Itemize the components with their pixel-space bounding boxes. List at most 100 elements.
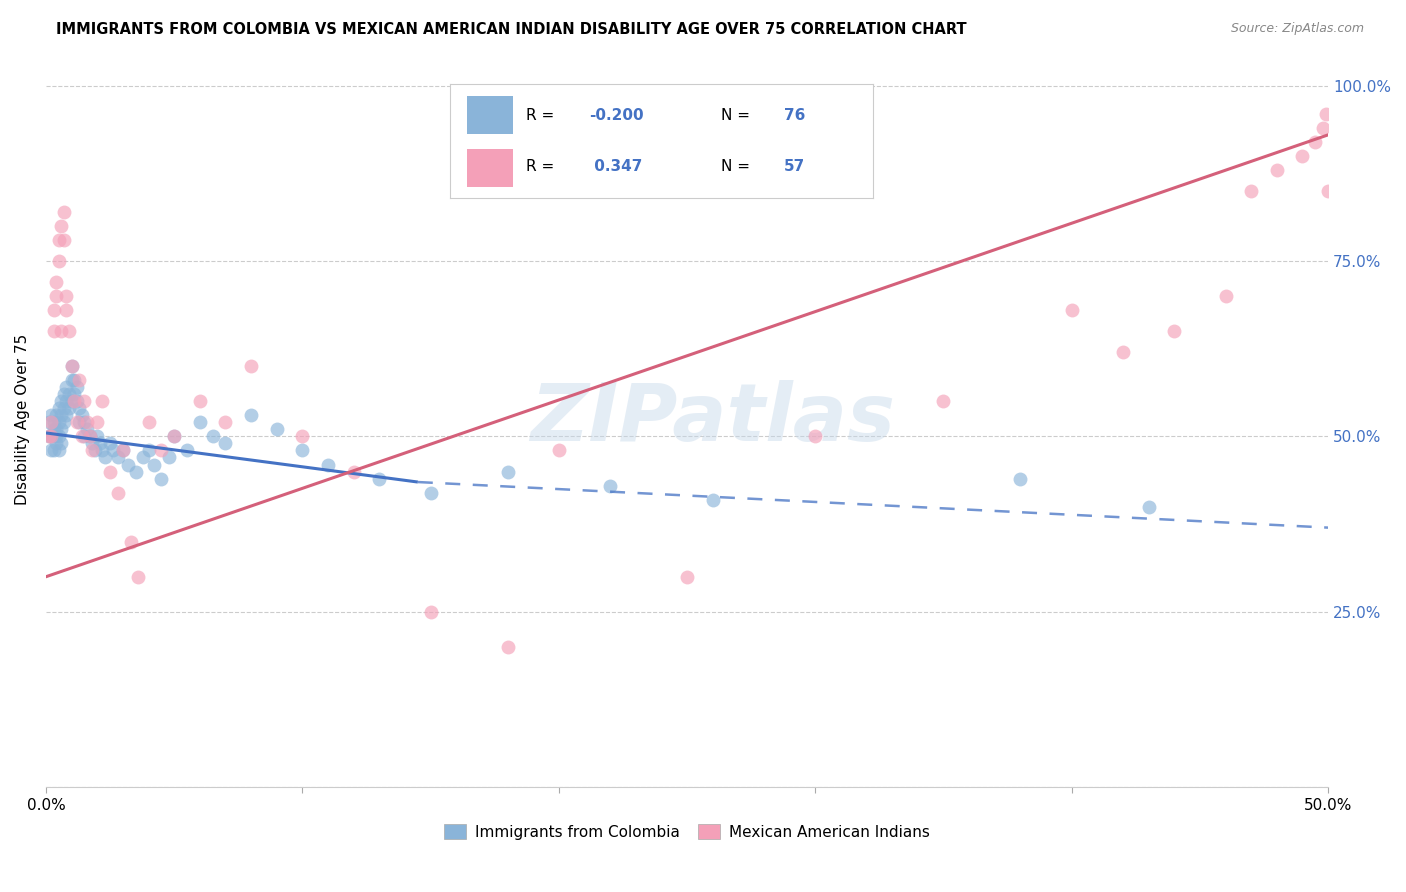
Point [38, 429, 60, 443]
Point [39, 443, 62, 458]
Point [39, 429, 62, 443]
Point [142, 458, 165, 472]
Point [58, 387, 80, 401]
Point [120, 534, 142, 549]
Point [1305, 135, 1327, 149]
Point [496, 640, 519, 654]
Point [138, 416, 160, 430]
Point [547, 443, 569, 458]
Point [42, 416, 65, 430]
Text: IMMIGRANTS FROM COLOMBIA VS MEXICAN AMERICAN INDIAN DISABILITY AGE OVER 75 CORRE: IMMIGRANTS FROM COLOMBIA VS MEXICAN AMER… [56, 22, 967, 37]
Point [343, 465, 366, 479]
Point [51, 324, 73, 338]
Point [58, 324, 80, 338]
Point [42, 443, 65, 458]
Point [107, 485, 129, 500]
Point [70, 429, 93, 443]
Point [60, 394, 83, 409]
Point [48, 233, 70, 247]
Point [48, 443, 70, 458]
Point [58, 401, 80, 416]
Point [45, 422, 67, 436]
Point [42, 324, 65, 338]
Point [150, 471, 173, 485]
Point [1315, 107, 1337, 121]
Point [45, 436, 67, 450]
Point [51, 394, 73, 409]
Text: Source: ZipAtlas.com: Source: ZipAtlas.com [1230, 22, 1364, 36]
Point [66, 380, 89, 394]
Point [1137, 500, 1160, 514]
Point [1163, 324, 1185, 338]
Point [55, 409, 77, 423]
Point [38, 416, 60, 430]
Point [82, 436, 104, 450]
Point [240, 359, 263, 374]
Point [91, 394, 114, 409]
Point [52, 401, 75, 416]
Point [60, 359, 83, 374]
Point [86, 416, 108, 430]
Point [214, 436, 236, 450]
Point [201, 429, 224, 443]
Point [1291, 149, 1313, 163]
Point [1317, 184, 1340, 198]
Point [98, 436, 121, 450]
Point [60, 359, 83, 374]
Point [188, 394, 211, 409]
Point [702, 492, 724, 507]
Point [101, 443, 124, 458]
Point [1010, 471, 1032, 485]
Point [111, 443, 134, 458]
Point [1312, 120, 1334, 135]
Point [266, 422, 288, 436]
Point [45, 275, 67, 289]
Point [163, 429, 186, 443]
Point [63, 394, 86, 409]
Point [39, 429, 62, 443]
Point [291, 443, 314, 458]
Point [368, 471, 391, 485]
Point [1112, 345, 1135, 359]
Point [52, 233, 75, 247]
Point [73, 429, 96, 443]
Point [52, 387, 75, 401]
Point [127, 570, 149, 584]
Point [55, 380, 77, 394]
Point [66, 394, 89, 409]
Point [48, 401, 70, 416]
Point [45, 409, 67, 423]
Point [419, 605, 441, 619]
Point [60, 373, 83, 387]
Y-axis label: Disability Age Over 75: Disability Age Over 75 [15, 334, 30, 505]
Point [138, 443, 160, 458]
Point [804, 429, 827, 443]
Text: ZIPatlas: ZIPatlas [530, 380, 896, 458]
Point [79, 429, 101, 443]
Point [67, 401, 90, 416]
Point [125, 465, 148, 479]
Point [48, 429, 70, 443]
Point [70, 409, 93, 423]
Point [1240, 184, 1263, 198]
Point [63, 373, 86, 387]
Point [82, 443, 104, 458]
Point [240, 409, 263, 423]
Point [45, 289, 67, 303]
Point [38, 429, 60, 443]
Point [419, 485, 441, 500]
Point [67, 416, 90, 430]
Point [42, 429, 65, 443]
Point [39, 409, 62, 423]
Point [111, 443, 134, 458]
Point [52, 205, 75, 219]
Point [55, 303, 77, 318]
Point [55, 394, 77, 409]
Point [55, 289, 77, 303]
Point [599, 478, 621, 492]
Point [89, 436, 111, 450]
Point [94, 450, 117, 465]
Point [76, 416, 98, 430]
Point [63, 387, 86, 401]
Point [132, 450, 155, 465]
